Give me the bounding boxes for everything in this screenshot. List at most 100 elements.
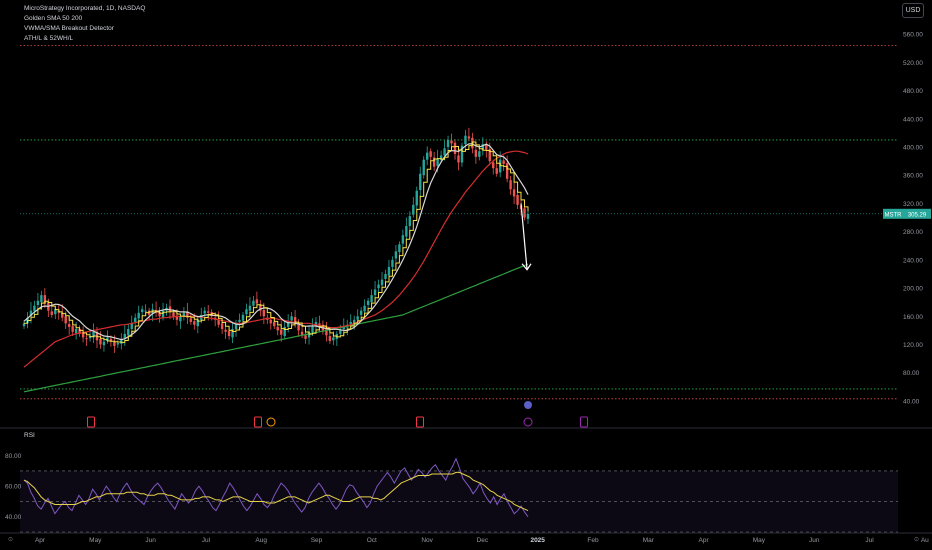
candle-body [366,300,370,306]
candle-body [71,326,74,332]
candle-body [439,155,443,160]
indicator-ath-atl[interactable]: ATH/L & 52WH/L [24,35,74,42]
price-axis-tick: 80.00 [903,370,920,377]
candle-body [109,338,113,342]
candle-body [283,326,286,337]
candle-body [526,214,530,219]
candle-body [196,319,199,327]
candle-body [300,331,304,336]
price-badge-value: 305.29 [908,212,927,218]
time-axis-tick: Nov [421,537,433,544]
price-axis-tick: 280.00 [903,229,923,236]
time-axis-tick: Mar [643,537,655,544]
candle-body [227,331,231,337]
candle-body [54,309,57,315]
time-axis-tick: Jun [145,537,156,544]
vwma-line [23,143,529,341]
price-axis-tick: 160.00 [903,314,923,321]
candle-body [85,338,88,340]
candle-body [175,315,179,320]
time-axis-tick: Feb [587,537,599,544]
candle-body [290,316,293,321]
candle-body [481,144,485,150]
candle-body [220,323,224,329]
indicator-vwma-sma[interactable]: VWMA/SMA Breakout Detector [24,25,114,32]
time-axis-tick: Au [921,537,929,544]
time-axis-tick: May [89,537,102,544]
candle-body [412,204,415,215]
candle-body [269,319,272,324]
timezone-icon[interactable]: ⊙ [8,537,14,543]
candle-body [401,235,405,244]
annotation-arrow [520,203,528,270]
candle-body [255,299,259,304]
candle-body [422,159,425,176]
candle-body [116,343,120,345]
candle-body [474,149,478,157]
candle-body [342,326,345,329]
candle-body [464,135,467,145]
candle-body [130,323,133,329]
sma-200-line [23,263,529,393]
time-axis-tick: Apr [699,537,710,544]
candle-body [349,321,352,325]
time-axis-tick: Apr [35,537,46,544]
time-axis-tick: Sep [311,537,323,544]
candle-body [127,328,130,336]
sma-50-line [23,150,529,368]
candle-body [505,163,509,179]
candle-body [332,337,335,341]
symbol-title[interactable]: MicroStrategy Incorporated, 1D, NASDAQ [24,5,146,12]
candle-body [391,259,394,267]
candle-body [363,305,366,312]
indicator-golden-sma[interactable]: Golden SMA 50 200 [24,15,83,22]
price-axis-tick: 520.00 [903,60,923,67]
price-axis-tick: 320.00 [903,201,923,208]
candle-body [516,194,519,205]
candle-body [398,244,401,253]
auto-scale-icon[interactable]: ⊙ [914,537,920,543]
candle-body [64,316,67,324]
rsi-axis-tick: 80.00 [5,453,22,460]
candle-body [512,189,516,197]
candle-body [33,305,36,312]
candle-body [384,273,387,279]
candle-body [43,295,47,304]
price-axis-tick: 240.00 [903,257,923,264]
candle-body [314,321,318,327]
candle-body [179,316,182,322]
candle-body [140,309,144,313]
candle-body [120,338,123,344]
candle-body [432,157,436,167]
annotation-arrow-head [521,263,532,271]
price-badge-value-bg [903,208,931,219]
candle-body [325,328,328,336]
candle-body [509,180,512,190]
candle-body [203,310,206,314]
candle-body [502,160,505,164]
candle-body [231,328,234,338]
candle-body [172,312,175,317]
candle-body [193,321,196,325]
candle-body [297,322,300,331]
price-axis-tick: 360.00 [903,173,923,180]
currency-button[interactable]: USD [902,3,924,18]
candle-body [273,321,276,327]
candle-body [102,341,106,346]
candle-body [485,144,488,150]
candle-body [217,319,220,325]
rsi-title[interactable]: RSI [24,432,35,439]
event-marker [87,416,95,428]
candle-body [224,329,227,332]
chart-legend: MicroStrategy Incorporated, 1D, NASDAQ G… [24,4,145,44]
candle-body [29,310,33,317]
candle-body [88,336,92,339]
candle-body [460,145,464,163]
candle-body [380,279,384,286]
candle-body [241,314,245,321]
candle-body [248,305,252,311]
price-axis-tick: 400.00 [903,144,923,151]
candle-body [144,310,147,312]
price-axis-tick: 440.00 [903,116,923,123]
